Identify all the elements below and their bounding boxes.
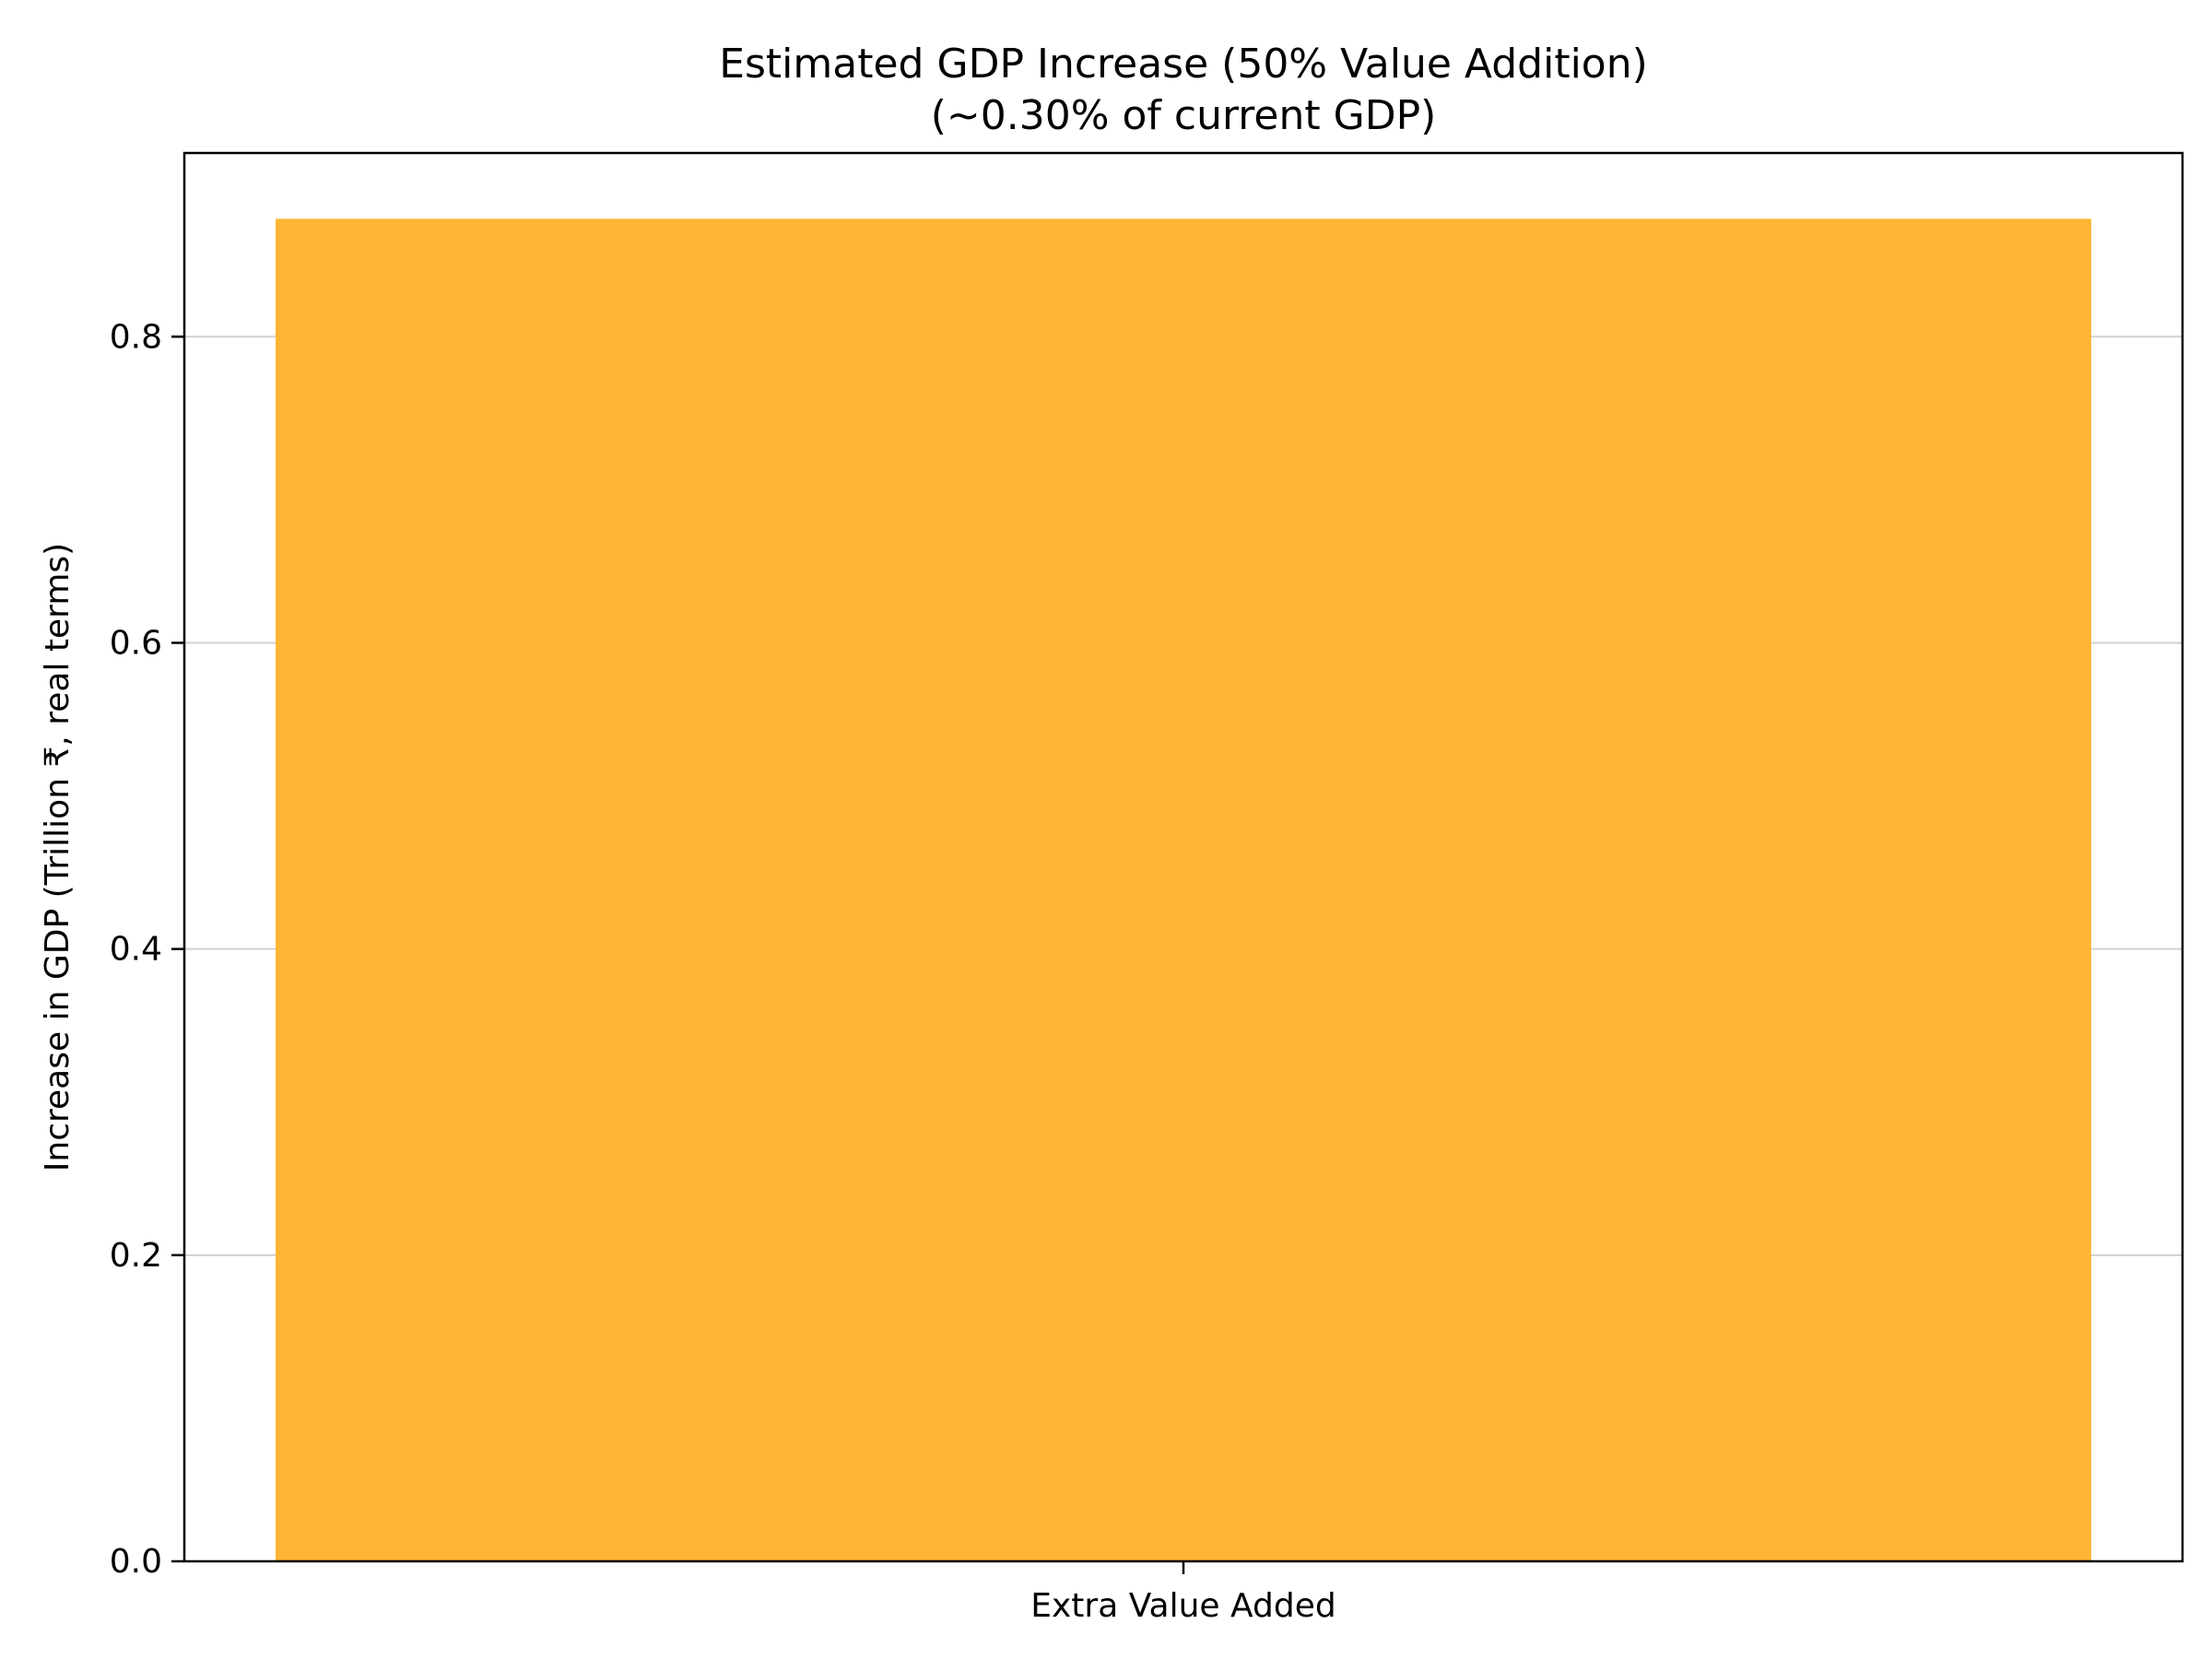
bar-0 <box>276 218 2091 1562</box>
y-tick-label: 0.6 <box>110 624 162 662</box>
bar-layer <box>276 218 2091 1562</box>
x-tick-label: Extra Value Added <box>1030 1587 1335 1625</box>
y-axis-label: Increase in GDP (Trillion ₹, real terms) <box>39 543 76 1171</box>
y-tick-label: 0.0 <box>110 1543 162 1581</box>
y-tick-label: 0.8 <box>110 318 162 356</box>
chart-title: Estimated GDP Increase (50% Value Additi… <box>719 41 1648 88</box>
chart-subtitle: (~0.30% of current GDP) <box>931 92 1437 139</box>
x-axis-ticks: Extra Value Added <box>1030 1561 1336 1625</box>
y-tick-label: 0.2 <box>110 1237 162 1275</box>
y-tick-label: 0.4 <box>110 931 162 969</box>
y-axis-ticks: 0.0 0.2 0.4 0.6 0.8 <box>110 318 184 1581</box>
